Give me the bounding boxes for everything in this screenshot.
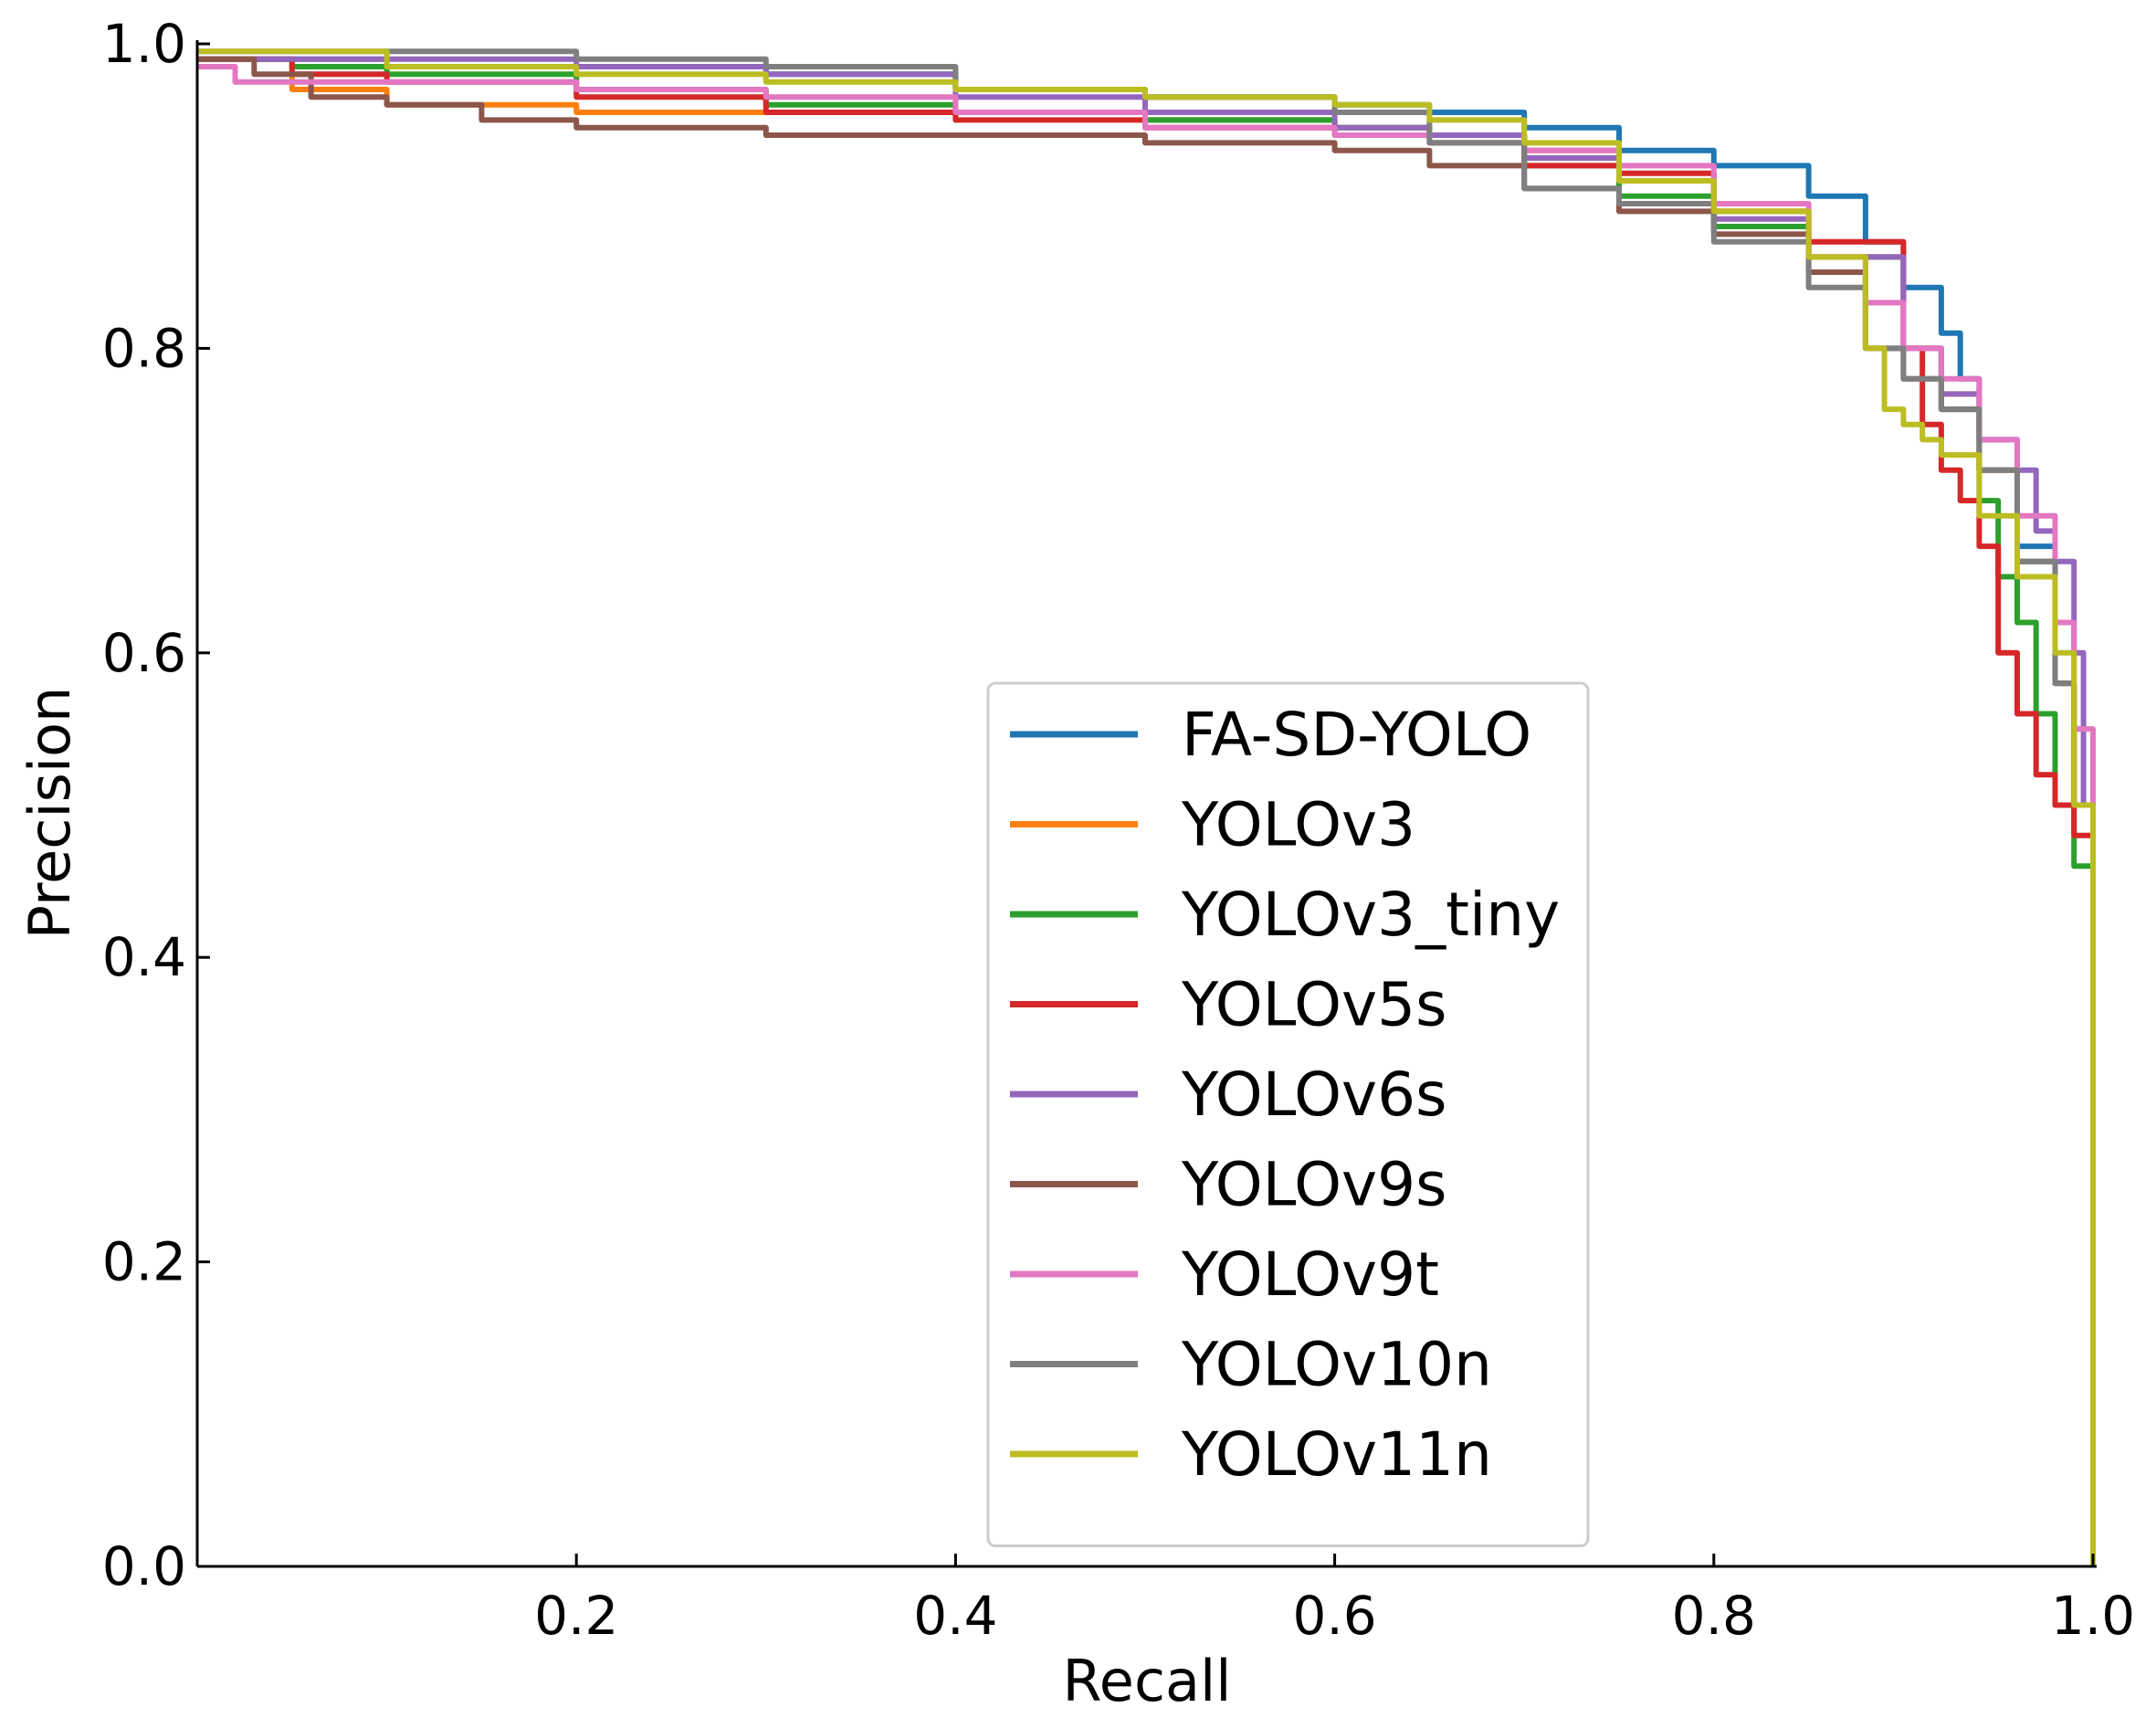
- legend-label-yolov10n: YOLOv10n: [1181, 1330, 1492, 1400]
- ticks-layer: 0.2 0.4 0.6 0.8 1.0 0.0 0.2 0.4 0.6 0.8 1.0: [102, 13, 2135, 1647]
- series-line-yolov11n: [197, 48, 2096, 1566]
- y-axis-label: Precision: [16, 687, 83, 940]
- x-tick-label: 0.8: [1672, 1585, 1756, 1647]
- legend-label-yolov3: YOLOv3: [1181, 790, 1415, 860]
- y-tick-label: 1.0: [102, 13, 186, 75]
- y-tick-label: 0.2: [102, 1231, 186, 1293]
- axes-layer: [195, 40, 2097, 1568]
- y-tick-label: 0.0: [102, 1535, 186, 1597]
- x-tick-label: 0.6: [1292, 1585, 1376, 1647]
- legend-label-yolov9t: YOLOv9t: [1181, 1239, 1439, 1310]
- legend-label-yolov11n: YOLOv11n: [1181, 1419, 1492, 1490]
- x-axis-label: Recall: [1063, 1648, 1232, 1714]
- legend-frame: [986, 681, 1590, 1547]
- legend-label-yolov5s: YOLOv5s: [1181, 970, 1446, 1040]
- x-tick-label: 1.0: [2051, 1585, 2135, 1647]
- legend-label-fa-sd-yolo: FA-SD-YOLO: [1182, 700, 1531, 770]
- series-layer: [197, 48, 2096, 1566]
- legend: FA-SD-YOLO YOLOv3 YOLOv3_tiny YOLOv5s YOLOv6…: [986, 681, 1590, 1547]
- legend-label-yolov6s: YOLOv6s: [1181, 1059, 1446, 1130]
- x-tick-label: 0.4: [913, 1585, 997, 1647]
- y-tick-label: 0.4: [102, 926, 186, 988]
- x-tick-label: 0.2: [534, 1585, 618, 1647]
- y-tick-label: 0.6: [102, 622, 186, 684]
- series-line-yolov6s: [197, 56, 2096, 1566]
- y-tick-label: 0.8: [102, 317, 186, 379]
- legend-label-yolov9s: YOLOv9s: [1181, 1150, 1446, 1220]
- legend-label-yolov3-tiny: YOLOv3_tiny: [1181, 880, 1560, 950]
- series-line-yolov9t: [197, 64, 2096, 1566]
